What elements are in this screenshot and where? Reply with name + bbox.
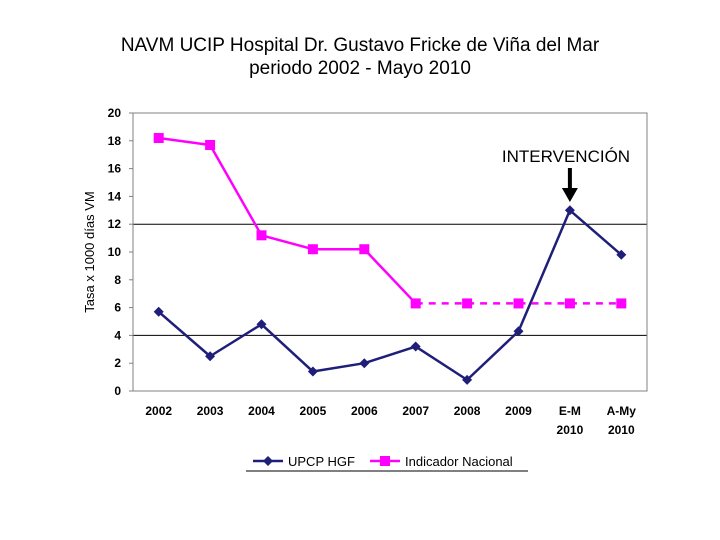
y-axis-label: Tasa x 1000 días VM — [82, 191, 97, 312]
series-1 — [153, 205, 627, 385]
data-point — [153, 133, 164, 144]
data-point — [359, 244, 370, 255]
annotation-layer: INTERVENCIÓN — [502, 147, 630, 202]
data-point — [256, 230, 267, 241]
x-tick-label: E-M — [559, 404, 581, 418]
x-tick-label: 2008 — [454, 404, 481, 418]
data-point — [307, 366, 318, 377]
series-segment — [158, 136, 211, 147]
legend-label: UPCP HGF — [288, 454, 355, 469]
y-tick-label: 0 — [114, 384, 121, 398]
legend-swatch-marker — [380, 456, 390, 466]
y-tick-label: 10 — [108, 245, 122, 259]
series-layer — [153, 133, 627, 385]
y-tick-label: 4 — [114, 328, 121, 342]
series-segment — [312, 361, 365, 373]
data-point — [410, 341, 421, 352]
y-tick-label: 2 — [114, 356, 121, 370]
y-tick-label: 14 — [108, 189, 122, 203]
legend: UPCP HGF Indicador Nacional — [246, 454, 528, 472]
x-tick-label: 2004 — [248, 404, 275, 418]
series-segment — [209, 323, 263, 358]
y-tick-label: 6 — [114, 301, 121, 315]
x-tick-label: 2006 — [351, 404, 378, 418]
data-point — [307, 244, 318, 255]
x-tick-label: 2003 — [197, 404, 224, 418]
y-tick-label: 20 — [108, 106, 122, 120]
x-tick-label-line2: 2010 — [557, 423, 584, 437]
series-segment — [260, 323, 314, 373]
data-point — [564, 298, 575, 309]
intervention-annotation: INTERVENCIÓN — [502, 147, 630, 166]
x-tick-label: A-My — [607, 404, 637, 418]
legend-label: Indicador Nacional — [405, 454, 513, 469]
data-point — [359, 358, 370, 369]
x-tick-label: 2007 — [402, 404, 429, 418]
series-segment — [363, 345, 417, 365]
y-tick-label: 16 — [108, 162, 122, 176]
data-point — [513, 326, 524, 337]
data-point — [564, 205, 575, 216]
chart-subtitle: periodo 2002 - Mayo 2010 — [249, 58, 471, 79]
data-point — [205, 139, 216, 150]
series-segment — [209, 144, 263, 236]
data-point — [410, 298, 421, 309]
data-point — [616, 249, 627, 260]
data-point — [205, 351, 216, 362]
y-tick-label: 18 — [108, 134, 122, 148]
x-tick-label-line2: 2010 — [608, 423, 635, 437]
series-segment — [517, 209, 572, 332]
series-segment — [363, 248, 417, 305]
x-ticks: 2002 2003 2004 2005 2006 2007 2008 2009 E-M 2010 A… — [145, 404, 636, 437]
series-segment — [466, 330, 520, 381]
series-2 — [153, 133, 627, 309]
data-point — [256, 319, 267, 330]
series-segment — [261, 234, 314, 251]
y-tick-label: 8 — [114, 273, 121, 287]
x-tick-label: 2009 — [505, 404, 532, 418]
series-segment — [569, 209, 623, 256]
x-tick-label: 2002 — [145, 404, 172, 418]
series-segment — [415, 345, 468, 381]
series-segment — [157, 310, 211, 358]
data-point — [513, 298, 524, 309]
data-point — [462, 374, 473, 385]
chart-title: NAVM UCIP Hospital Dr. Gustavo Fricke de… — [120, 35, 600, 56]
y-ticks: 0 2 4 6 8 10 12 14 16 18 20 — [108, 106, 133, 398]
intervention-arrow-head — [561, 188, 578, 202]
y-tick-label: 12 — [108, 217, 122, 231]
x-tick-label: 2005 — [300, 404, 327, 418]
legend-swatch-marker — [263, 456, 273, 466]
data-point — [153, 306, 164, 317]
data-point — [462, 298, 473, 309]
data-point — [616, 298, 627, 309]
